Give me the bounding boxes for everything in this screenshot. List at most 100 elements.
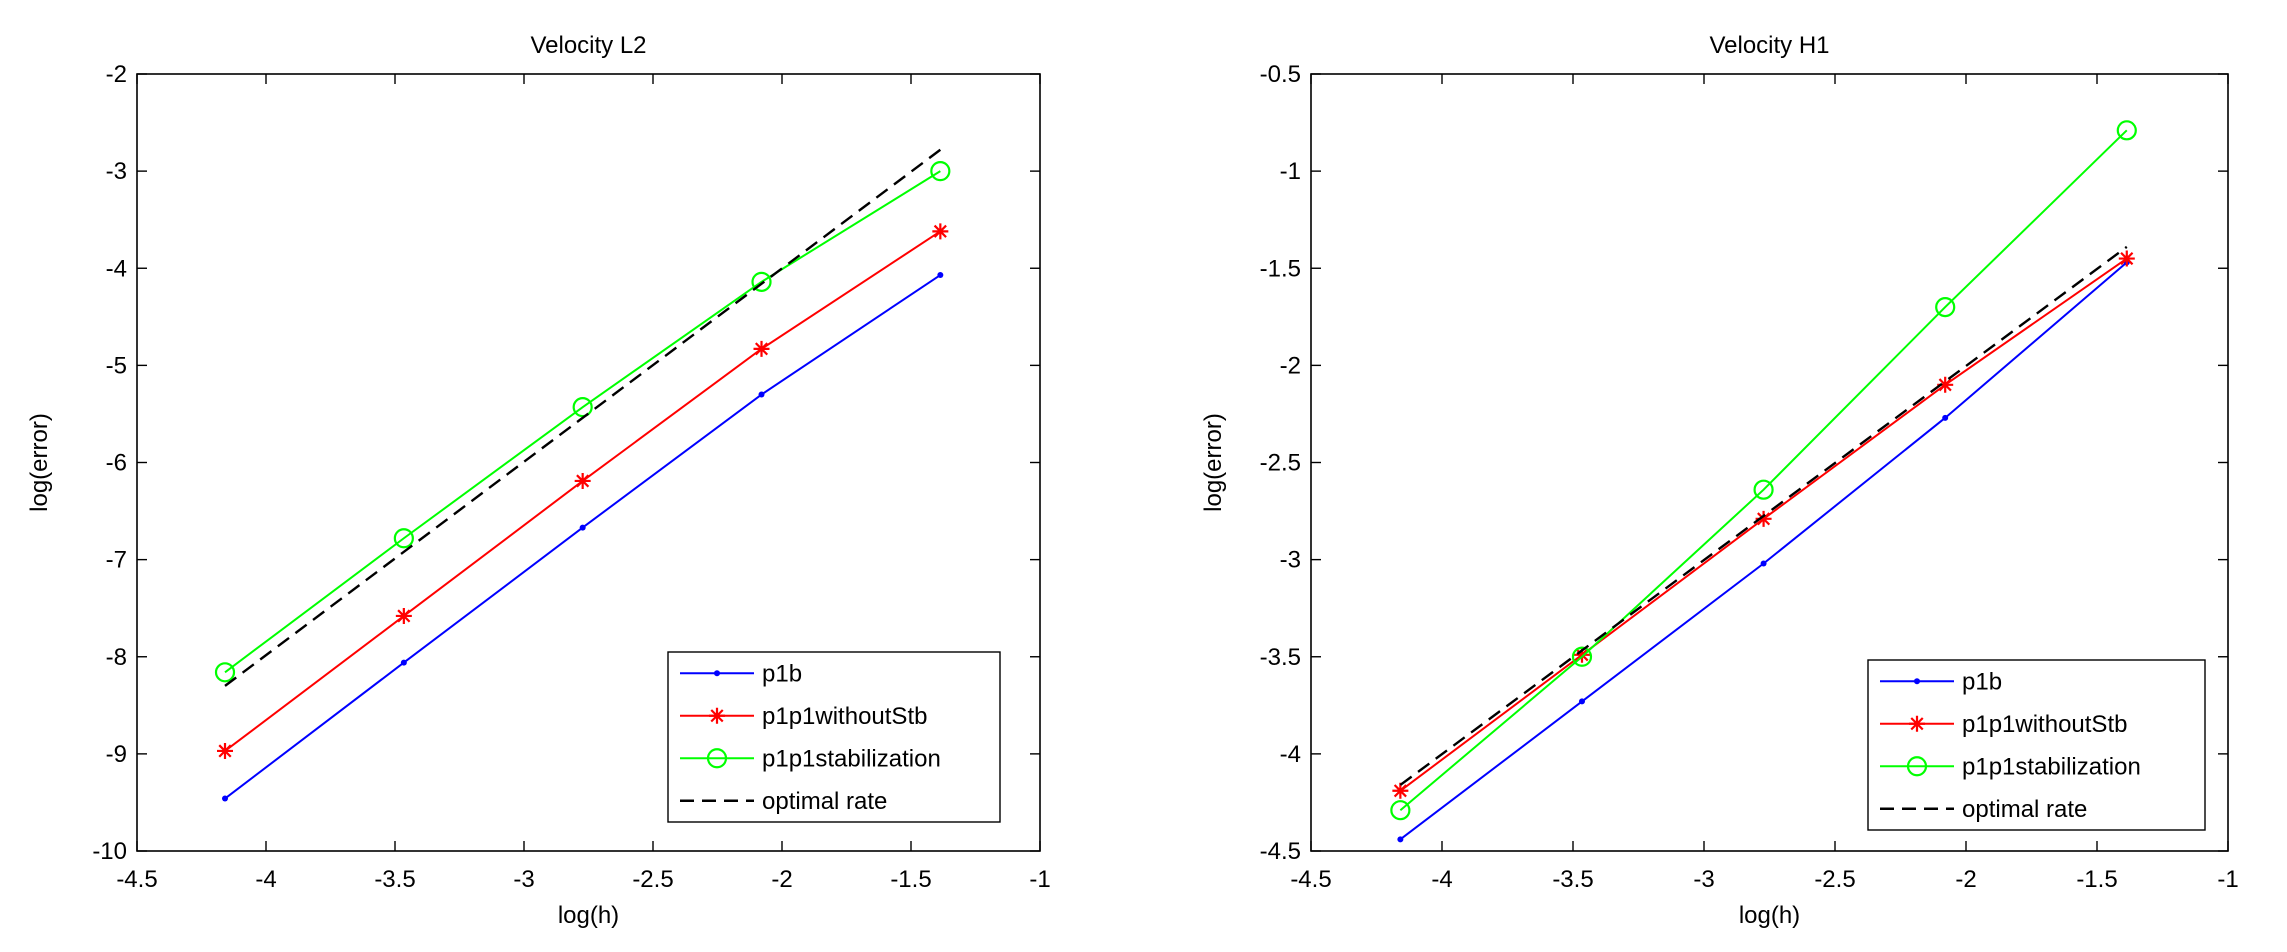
legend-label: p1p1stabilization [1962,753,2141,780]
data-point [574,472,591,489]
data-point [579,524,586,531]
x-tick-label: -3.5 [374,866,415,893]
y-tick-label: -9 [106,741,127,768]
legend-marker [1906,756,1928,777]
x-tick-label: -4.5 [1290,866,1331,893]
x-tick-label: -1.5 [890,866,931,893]
data-point [1397,836,1404,843]
x-tick-label: -4.5 [116,866,157,893]
data-point [572,397,593,418]
data-point [1942,414,1949,421]
x-tick-label: -3 [513,866,534,893]
data-point [937,272,944,279]
chart-title: Velocity L2 [530,32,646,59]
y-tick-label: -4 [106,255,127,282]
y-tick-label: -3 [106,158,127,185]
legend-box [667,651,1001,823]
legend-marker [706,748,728,769]
data-point [1753,479,1774,500]
y-tick-label: -2 [1280,352,1301,379]
legend-label: p1p1withoutStb [1962,711,2127,738]
series-p1p1withoutStb [217,223,949,759]
legend-label: p1p1stabilization [762,745,941,772]
data-point [214,662,236,683]
legend-label: p1b [762,660,802,687]
x-tick-label: -1 [1029,866,1050,893]
x-tick-label: -3.5 [1552,866,1593,893]
y-tick-label: -10 [92,838,127,865]
legend-label: p1p1withoutStb [762,703,927,730]
y-tick-label: -1.5 [1260,255,1301,282]
legend-box [1867,659,2206,831]
data-point [932,223,949,240]
series-optimal-rate [224,148,942,687]
data-point [1571,646,1593,667]
series-p1p1withoutStb [1392,250,2135,799]
y-tick-label: -3.5 [1260,644,1301,671]
data-point [395,607,412,624]
data-point [758,391,765,398]
x-tick-label: -4 [1431,866,1452,893]
series-optimal-rate [1399,245,2128,786]
data-point [2116,120,2137,141]
chart-title: Velocity H1 [1709,32,1829,59]
x-tick-label: -2.5 [632,866,673,893]
chart-2: -4.5 -4 -3.5 -3 -2.5 -2 -1.5 -1 -4.5 -4 -3.5 -3 -2.5… [1200,32,2239,929]
x-tick-label: -3 [1693,866,1714,893]
series-line [1399,129,2128,811]
legend-marker [1909,715,1925,732]
x-tick-label: -4 [255,866,276,893]
data-point [751,271,772,292]
data-point [930,161,951,182]
y-tick-label: -7 [106,547,127,574]
y-tick-label: -2.5 [1260,450,1301,477]
series-p1b [222,272,944,802]
data-point [1755,510,1772,527]
legend: p1b p1p1withoutStb p1p1stabilization optima… [1867,659,2206,831]
x-tick-label: -1 [2217,866,2238,893]
y-axis-label: log(error) [1200,413,1227,512]
data-point [217,742,234,759]
series-line [1399,245,2128,786]
x-axis-label: log(h) [558,902,619,929]
y-tick-label: -6 [106,450,127,477]
data-point [393,528,414,549]
y-tick-label: -0.5 [1260,61,1301,88]
data-point [222,795,229,802]
data-point [1390,800,1411,821]
chart-1: -4.5 -4 -3.5 -3 -2.5 -2 -1.5 -1 -10 -9 -8 -7 -6 -5 -4 -… [26,32,1051,929]
legend-label: optimal rate [1962,796,2087,823]
legend-marker [1914,678,1920,685]
data-point [753,340,770,357]
y-tick-label: -5 [106,352,127,379]
y-axis-label: log(error) [26,413,53,512]
data-point [1573,646,1590,663]
data-point [1392,782,1409,799]
data-point [400,659,407,666]
x-axis-label: log(h) [1739,902,1800,929]
y-tick-label: -1 [1280,158,1301,185]
x-tick-label: -2 [1955,866,1976,893]
legend: p1b p1p1withoutStb p1p1stabilization optima… [667,651,1001,823]
series-line [224,170,941,674]
series-line [224,148,942,687]
legend-label: p1b [1962,668,2002,695]
x-tick-label: -1.5 [2076,866,2117,893]
data-point [2118,250,2135,267]
series-p1p1stabilization [214,161,951,683]
series-p1p1stabilization [1390,120,2137,821]
series-p1b [1397,259,2130,843]
y-tick-label: -2 [106,61,127,88]
legend-marker [714,670,720,677]
legend-label: optimal rate [762,788,887,815]
x-tick-label: -2.5 [1814,866,1855,893]
y-tick-label: -4.5 [1260,838,1301,865]
data-point [1935,297,1956,318]
legend-marker [709,707,725,724]
data-point [1937,376,1954,393]
data-point [1578,698,1585,705]
x-tick-label: -2 [771,866,792,893]
y-tick-label: -3 [1280,547,1301,574]
data-point [1760,560,1767,567]
